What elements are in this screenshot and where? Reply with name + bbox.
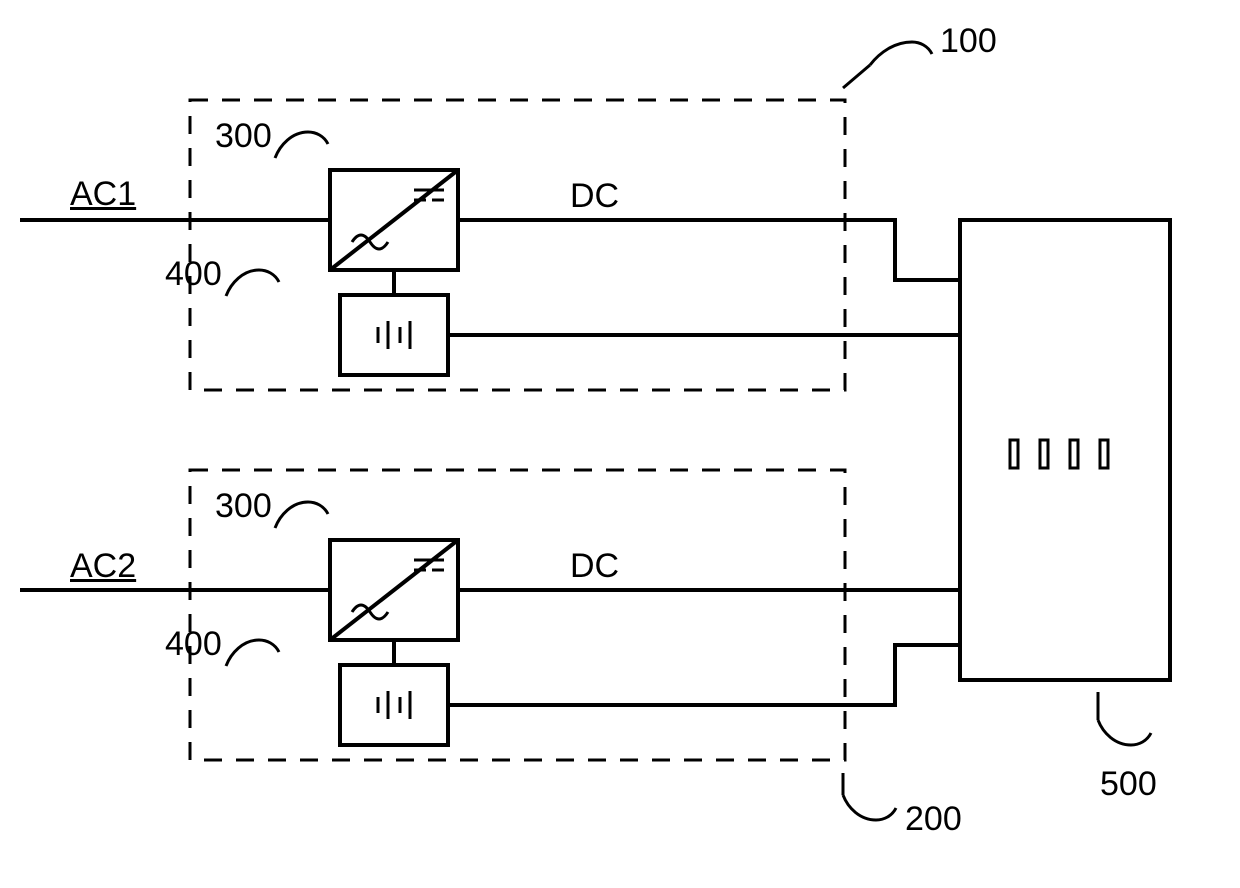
label-dc-bottom: DC [570,547,619,586]
label-ref-300-bot: 300 [215,487,272,526]
wires [20,220,960,705]
dashed-box-200 [190,470,845,760]
label-ref-400-bot: 400 [165,625,222,664]
label-ref-200: 200 [905,800,962,839]
label-ac2: AC2 [70,547,136,586]
dashed-box-100 [190,100,845,390]
load-ticks [1010,440,1108,468]
label-dc-top: DC [570,177,619,216]
label-ref-100: 100 [940,22,997,61]
label-ref-400-top: 400 [165,255,222,294]
label-ref-300-top: 300 [215,117,272,156]
battery-top [340,295,448,375]
load-box [960,220,1170,680]
diagram-canvas [0,0,1240,888]
label-ac1: AC1 [70,175,136,214]
converter-top [330,170,458,270]
battery-bottom [340,665,448,745]
converter-bottom [330,540,458,640]
label-ref-500: 500 [1100,765,1157,804]
